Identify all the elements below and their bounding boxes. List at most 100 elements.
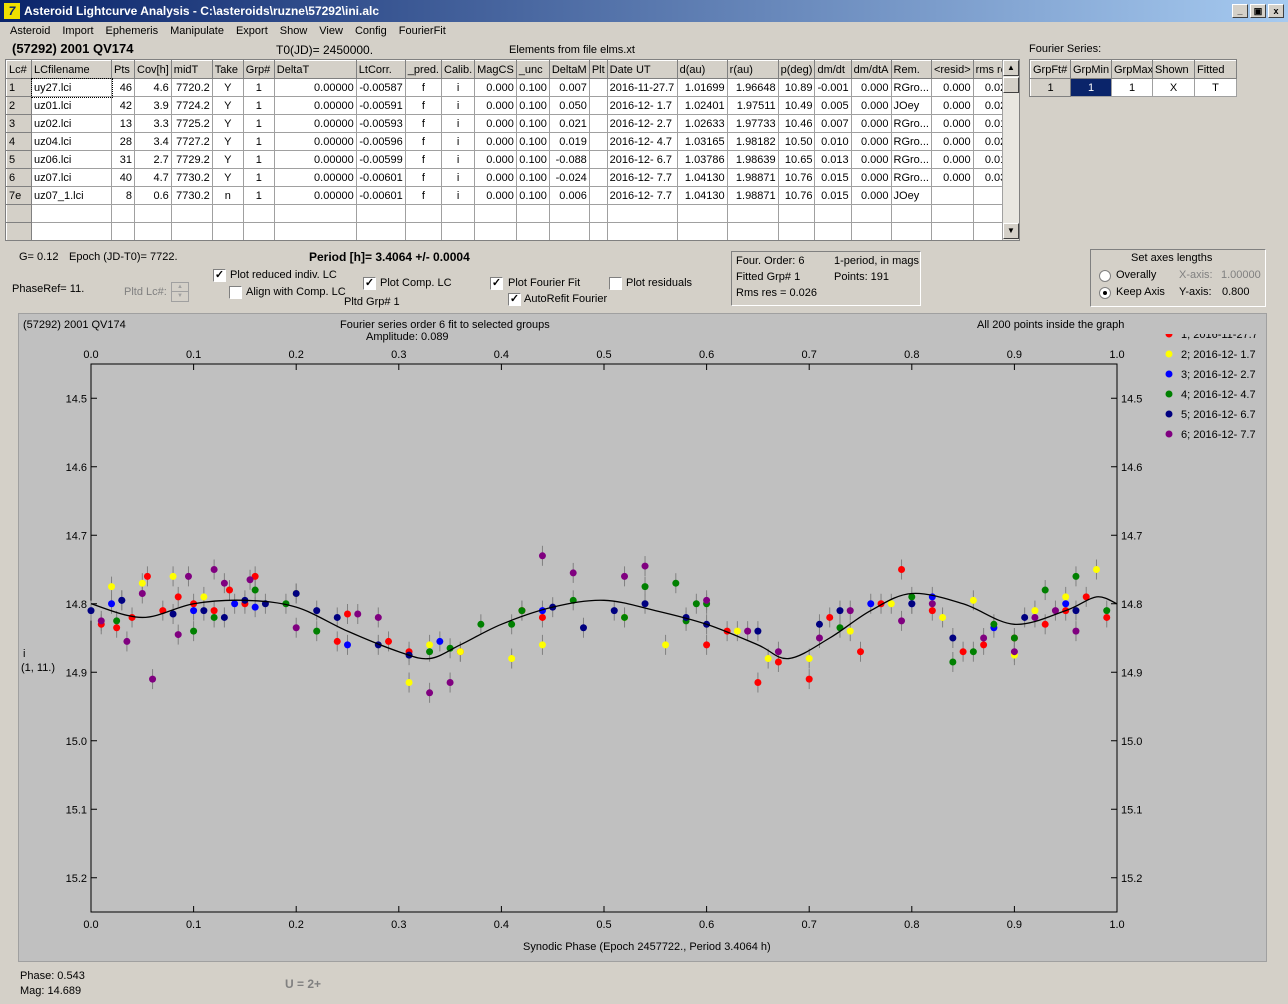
- table-cell[interactable]: 0.000: [930, 78, 974, 97]
- lc-col-header[interactable]: Lc#: [6, 60, 32, 79]
- table-cell[interactable]: 1.96648: [726, 78, 779, 97]
- table-cell[interactable]: [814, 204, 852, 223]
- menu-asteroid[interactable]: Asteroid: [10, 25, 51, 37]
- table-cell[interactable]: 0.005: [814, 96, 852, 115]
- lc-col-header[interactable]: LtCorr.: [355, 60, 406, 79]
- table-cell[interactable]: 1: [242, 96, 275, 115]
- fourier-table[interactable]: GrpFt# GrpMin GrpMax Shown Fitted 1 1 1 …: [1029, 59, 1237, 97]
- table-cell[interactable]: 0.100: [515, 132, 550, 151]
- table-cell[interactable]: i: [440, 186, 476, 205]
- table-cell[interactable]: 1: [242, 132, 275, 151]
- table-cell[interactable]: Y: [211, 150, 244, 169]
- table-cell[interactable]: [588, 222, 608, 240]
- lc-col-header[interactable]: Take: [211, 60, 244, 79]
- table-cell[interactable]: 10.49: [777, 96, 816, 115]
- table-cell[interactable]: [404, 222, 443, 240]
- empty-row[interactable]: [6, 222, 1016, 240]
- table-cell[interactable]: 6: [6, 168, 32, 187]
- table-cell[interactable]: [606, 222, 678, 240]
- lc-col-header[interactable]: Pts: [111, 60, 135, 79]
- table-cell[interactable]: 1.03786: [676, 150, 728, 169]
- table-cell[interactable]: i: [440, 78, 476, 97]
- table-cell[interactable]: 31: [111, 150, 135, 169]
- keep-axis-radio[interactable]: [1099, 287, 1111, 299]
- table-cell[interactable]: 0.00000: [273, 78, 357, 97]
- table-cell[interactable]: 1.02633: [676, 114, 728, 133]
- table-cell[interactable]: 0.100: [515, 114, 550, 133]
- table-cell[interactable]: -0.00591: [355, 96, 406, 115]
- table-cell[interactable]: RGro...: [890, 78, 932, 97]
- table-cell[interactable]: 0.000: [850, 150, 892, 169]
- fourier-cell-grpft[interactable]: 1: [1030, 78, 1071, 97]
- table-cell[interactable]: uz04.lci: [31, 132, 112, 151]
- table-cell[interactable]: [726, 204, 779, 223]
- table-cell[interactable]: 0.050: [548, 96, 590, 115]
- table-cell[interactable]: -0.00601: [355, 186, 406, 205]
- table-cell[interactable]: [440, 222, 476, 240]
- table-cell[interactable]: [211, 204, 244, 223]
- minimize-button[interactable]: _: [1232, 4, 1248, 18]
- fourier-col-grpmax[interactable]: GrpMax: [1111, 60, 1153, 79]
- table-cell[interactable]: i: [440, 132, 476, 151]
- table-cell[interactable]: 2016-12- 1.7: [606, 96, 678, 115]
- table-cell[interactable]: 0.100: [515, 96, 550, 115]
- plot-fourier-checkbox[interactable]: ✓: [490, 277, 503, 290]
- table-cell[interactable]: 2.7: [134, 150, 172, 169]
- table-cell[interactable]: [474, 222, 517, 240]
- table-cell[interactable]: 0.000: [474, 132, 517, 151]
- lc-col-header[interactable]: _unc: [515, 60, 550, 79]
- table-cell[interactable]: 1: [242, 186, 275, 205]
- table-cell[interactable]: 2016-12- 4.7: [606, 132, 678, 151]
- lc-col-header[interactable]: r(au): [726, 60, 779, 79]
- table-cell[interactable]: [170, 204, 213, 223]
- table-cell[interactable]: 0.00000: [273, 114, 357, 133]
- table-cell[interactable]: JOey: [890, 186, 932, 205]
- table-cell[interactable]: 10.76: [777, 168, 816, 187]
- table-cell[interactable]: 1.04130: [676, 168, 728, 187]
- table-cell[interactable]: uz07.lci: [31, 168, 112, 187]
- table-cell[interactable]: 0.100: [515, 150, 550, 169]
- table-cell[interactable]: [134, 222, 172, 240]
- table-cell[interactable]: 0.013: [814, 150, 852, 169]
- table-cell[interactable]: 3.9: [134, 96, 172, 115]
- table-cell[interactable]: f: [404, 78, 443, 97]
- scroll-up-icon[interactable]: ▲: [1003, 60, 1019, 76]
- table-cell[interactable]: 0.000: [930, 114, 974, 133]
- table-cell[interactable]: 10.46: [777, 114, 816, 133]
- table-cell[interactable]: uz07_1.lci: [31, 186, 112, 205]
- lc-col-header[interactable]: dm/dt: [814, 60, 852, 79]
- table-cell[interactable]: 1.98182: [726, 132, 779, 151]
- table-cell[interactable]: 46: [111, 78, 135, 97]
- table-cell[interactable]: 7729.2: [170, 150, 213, 169]
- table-cell[interactable]: [170, 222, 213, 240]
- table-cell[interactable]: Y: [211, 96, 244, 115]
- table-cell[interactable]: 0.000: [850, 168, 892, 187]
- table-cell[interactable]: 13: [111, 114, 135, 133]
- table-cell[interactable]: i: [440, 96, 476, 115]
- table-cell[interactable]: [355, 222, 406, 240]
- table-cell[interactable]: [606, 204, 678, 223]
- table-cell[interactable]: i: [440, 150, 476, 169]
- table-cell[interactable]: RGro...: [890, 114, 932, 133]
- table-cell[interactable]: f: [404, 114, 443, 133]
- table-cell[interactable]: RGro...: [890, 132, 932, 151]
- table-cell[interactable]: 1.98871: [726, 168, 779, 187]
- table-row[interactable]: 6 uz07.lci 40 4.7 7730.2 Y 1 0.00000 -0.00601 f i 0…: [6, 168, 1016, 187]
- table-cell[interactable]: [111, 222, 135, 240]
- table-cell[interactable]: 0.000: [850, 114, 892, 133]
- table-cell[interactable]: [588, 96, 608, 115]
- scroll-down-icon[interactable]: ▼: [1003, 223, 1019, 239]
- table-cell[interactable]: 0.015: [814, 168, 852, 187]
- lc-col-header[interactable]: DeltaM: [548, 60, 590, 79]
- table-cell[interactable]: 1.01699: [676, 78, 728, 97]
- empty-row[interactable]: [6, 204, 1016, 223]
- table-cell[interactable]: [515, 222, 550, 240]
- lc-col-header[interactable]: d(au): [676, 60, 728, 79]
- table-cell[interactable]: 7724.2: [170, 96, 213, 115]
- table-cell[interactable]: 5: [6, 150, 32, 169]
- table-cell[interactable]: 0.000: [474, 78, 517, 97]
- table-cell[interactable]: [676, 222, 728, 240]
- menu-import[interactable]: Import: [62, 25, 94, 37]
- table-cell[interactable]: 1.04130: [676, 186, 728, 205]
- table-cell[interactable]: [548, 204, 590, 223]
